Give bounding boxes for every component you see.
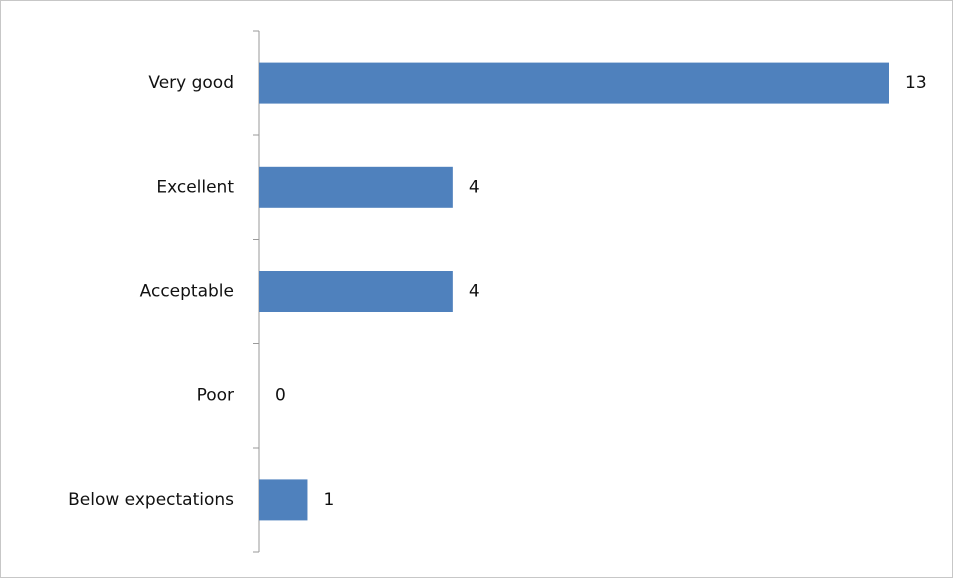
bar-excellent: [259, 166, 453, 208]
bar-layer: [259, 62, 889, 521]
axis-layer: [253, 30, 260, 553]
category-label-poor: Poor: [197, 386, 234, 406]
value-label-acceptable: 4: [469, 282, 480, 302]
value-label-layer: 13 4 4 0 1: [275, 73, 927, 510]
value-label-below-expectations: 1: [323, 490, 334, 510]
category-label-below-expectations: Below expectations: [68, 490, 234, 510]
value-label-very-good: 13: [905, 73, 927, 93]
bar-below-expectations: [259, 479, 308, 521]
category-label-acceptable: Acceptable: [140, 282, 234, 302]
value-label-poor: 0: [275, 386, 286, 406]
bar-very-good: [259, 62, 889, 104]
bar-acceptable: [259, 271, 453, 312]
value-label-excellent: 4: [469, 177, 480, 197]
category-label-excellent: Excellent: [156, 177, 234, 197]
category-label-layer: Very good Excellent Acceptable Poor Below ex…: [68, 73, 234, 510]
category-label-very-good: Very good: [148, 73, 234, 93]
